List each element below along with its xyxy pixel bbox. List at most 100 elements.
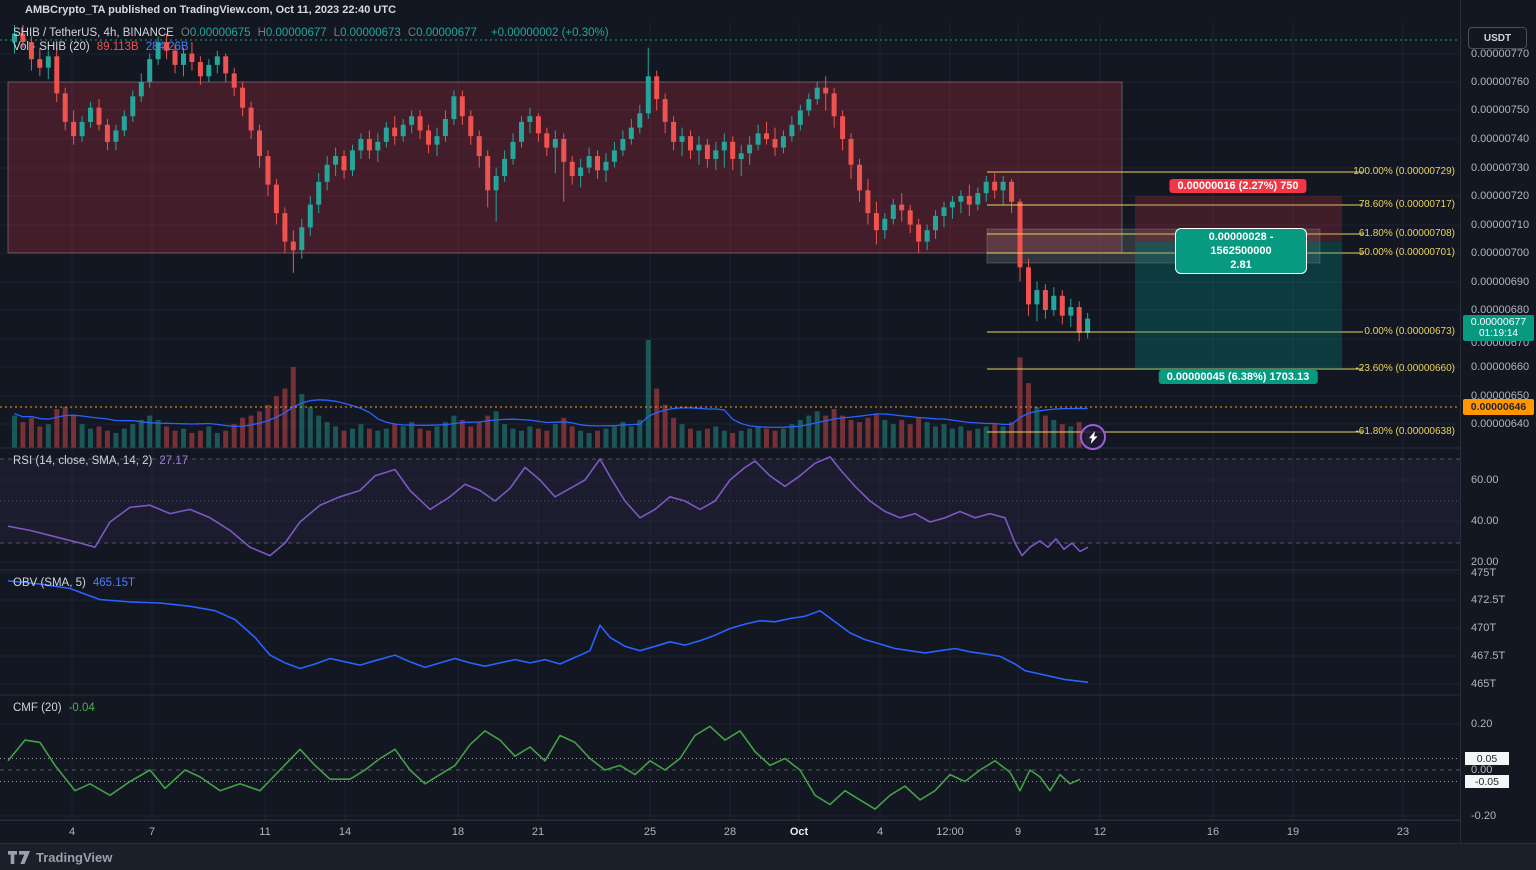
volume-bar: [79, 424, 85, 448]
candle-body: [375, 141, 381, 151]
price-scale[interactable]: USDT 0.00000770 0.00000760 0.00000750 0.000…: [1460, 0, 1536, 843]
volume-bar: [797, 419, 803, 448]
volume-bar: [941, 424, 947, 448]
lightning-marker-icon[interactable]: [1080, 424, 1106, 450]
volume-bar: [45, 424, 51, 448]
price-tick: 0.00000760: [1471, 76, 1530, 88]
volume-bar: [730, 432, 736, 448]
candle-body: [679, 136, 685, 142]
volume-bar: [299, 394, 305, 448]
volume-bar: [307, 407, 313, 448]
volume-bar: [1034, 407, 1040, 448]
candle-body: [164, 42, 170, 51]
candle-body: [857, 164, 862, 191]
price-tick: 0.00000710: [1471, 219, 1530, 231]
volume-bar: [873, 413, 879, 448]
volume-bar: [366, 428, 372, 448]
symbol-legend[interactable]: SHIB / TetherUS, 4h, BINANCE O0.00000675…: [13, 27, 609, 39]
price-tick: 0.00000660: [1471, 361, 1530, 373]
volume-bar: [468, 426, 474, 448]
rsi-value: 27.17: [159, 455, 189, 467]
obv-legend[interactable]: OBV (SMA, 5) 465.15T: [13, 577, 135, 589]
volume-bar: [20, 422, 26, 448]
obv-axis-tick: 465T: [1471, 678, 1497, 690]
time-tick: 21: [531, 826, 545, 838]
volume-bar: [865, 417, 871, 448]
volume-bar: [138, 419, 144, 448]
volume-bar: [645, 340, 651, 448]
fib-level-label: 61.80% (0.00000708): [1358, 228, 1455, 239]
candle-body: [37, 59, 43, 68]
volume-bar: [206, 426, 212, 448]
volume-bar: [578, 430, 584, 448]
volume-bar: [696, 430, 702, 448]
obv-axis-tick: 472.5T: [1471, 594, 1506, 606]
rsi-legend[interactable]: RSI (14, close, SMA, 14, 2) 27.17: [13, 455, 188, 467]
candle-body: [916, 224, 922, 242]
volume-bar: [654, 388, 660, 448]
volume-bar: [958, 426, 964, 448]
candle-body: [468, 116, 474, 137]
volume-bar: [848, 419, 854, 448]
volume-bar: [121, 428, 127, 448]
volume-bar: [586, 432, 592, 448]
ohlc-pair: O0.00000675: [180, 27, 251, 39]
volume-bar: [552, 424, 558, 448]
candle-body: [975, 193, 981, 205]
time-tick: 12: [1093, 826, 1107, 838]
candle-body: [595, 156, 600, 171]
cmf-legend[interactable]: CMF (20) -0.04: [13, 702, 95, 714]
ohlc-pair: H0.00000677: [257, 27, 327, 39]
candle-body: [924, 230, 930, 242]
price-tick: 0.00000750: [1471, 104, 1530, 116]
position-entry-label[interactable]: 0.00000028 - 1562500000 2.81: [1175, 228, 1307, 274]
time-tick: 19: [1286, 826, 1300, 838]
rsi-axis-tick: 40.00: [1471, 515, 1499, 527]
volume-bar: [113, 432, 119, 448]
candle-body: [831, 93, 837, 117]
tradingview-brand[interactable]: TradingView: [8, 850, 112, 865]
last-price: 0.00000677: [1470, 316, 1527, 328]
volume-bar: [544, 430, 550, 448]
candle-body: [882, 218, 888, 231]
obv-line: [7, 580, 1089, 684]
candle-body: [983, 181, 989, 194]
volume-ma-line: [14, 399, 1088, 429]
volume-bar: [704, 428, 710, 448]
currency-toggle-button[interactable]: USDT: [1468, 27, 1527, 49]
volume-bar: [535, 428, 541, 448]
candle-body: [865, 190, 871, 214]
volume-bar: [933, 426, 938, 448]
candle-body: [493, 176, 499, 191]
candle-body: [28, 42, 34, 60]
candle-body: [223, 56, 229, 74]
price-tick: 0.00000720: [1471, 190, 1530, 202]
volume-bar: [451, 415, 457, 448]
volume-legend[interactable]: Vol · SHIB (20) 89.113B 284.26B: [13, 41, 189, 53]
candle-body: [231, 73, 237, 88]
candle-body: [333, 156, 339, 165]
candle-body: [738, 153, 744, 159]
volume-bar: [189, 432, 195, 448]
volume-bar: [721, 430, 727, 448]
candle-body: [79, 121, 85, 137]
volume-bar: [333, 426, 339, 448]
time-axis[interactable]: 4 7 11 14 18 21 25 28 Oct 4 12:00 9 12 16 19 23: [0, 820, 1460, 844]
time-tick: Oct: [789, 826, 809, 838]
candle-body: [603, 161, 609, 171]
position-target-label[interactable]: 0.00000045 (6.38%) 1703.13: [1158, 370, 1318, 384]
candle-body: [257, 130, 262, 157]
volume-bar: [375, 430, 381, 448]
volume-bar: [924, 422, 930, 448]
position-stop-label[interactable]: 0.00000016 (2.27%) 750: [1169, 179, 1307, 193]
volume-bar: [713, 426, 719, 448]
cmf-axis-tick: 0.00: [1471, 764, 1493, 776]
volume-bar: [257, 411, 262, 448]
volume-ma-value: 284.26B: [145, 41, 189, 53]
candle-body: [248, 107, 254, 131]
volume-bar: [688, 428, 693, 448]
volume-bar: [248, 415, 254, 448]
obv-axis-tick: 475T: [1471, 567, 1497, 579]
candle-body: [941, 207, 947, 216]
